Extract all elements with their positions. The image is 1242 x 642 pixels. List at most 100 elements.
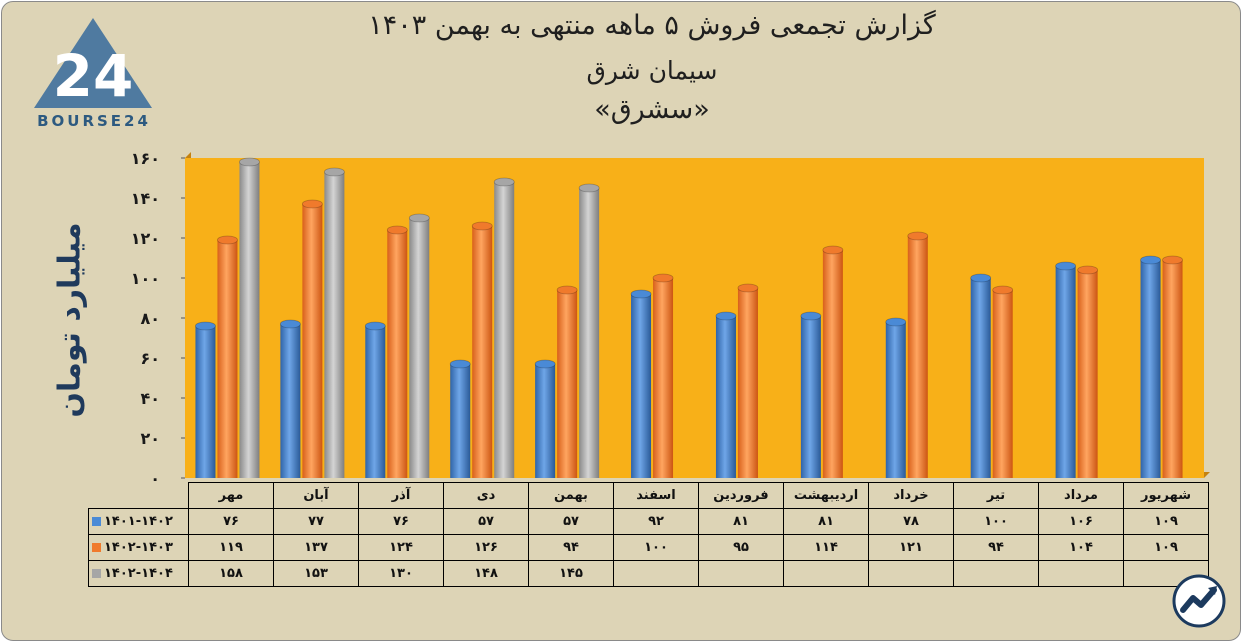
bar-cap	[449, 359, 471, 369]
data-cell: ۱۲۱	[868, 534, 954, 561]
bar	[535, 364, 556, 478]
bar-chart: ۰ ۲۰ ۴۰ ۶۰ ۸۰ ۱۰۰ ۱۲۰ ۱۴۰ ۱۶۰	[131, 149, 1210, 482]
data-cell	[1038, 560, 1124, 587]
data-cell: ۱۱۴	[783, 534, 869, 561]
category-row: مهر آبان آذر دی بهمن اسفند فروردین اردیبهشت خردا…	[88, 482, 1209, 509]
data-cell: ۱۴۸	[443, 560, 529, 587]
data-cell: ۵۷	[528, 508, 614, 535]
category-label: دی	[443, 482, 529, 509]
data-cell: ۷۶	[188, 508, 274, 535]
series-name: ۱۴۰۱-۱۴۰۲	[104, 514, 173, 529]
data-cell: ۱۳۷	[273, 534, 359, 561]
bar	[387, 230, 408, 478]
data-cell: ۸۱	[783, 508, 869, 535]
logo-text: BOURSE24	[37, 112, 151, 130]
category-label: آذر	[358, 482, 444, 509]
bar	[324, 172, 345, 478]
series-label: ۱۴۰۲-۱۴۰۳	[88, 534, 189, 561]
category-label: شهریور	[1123, 482, 1209, 509]
data-cell: ۱۰۶	[1038, 508, 1124, 535]
series-name: ۱۴۰۲-۱۴۰۳	[104, 540, 173, 555]
y-tick-label: ۴۰	[140, 389, 160, 408]
legend-swatch	[92, 569, 101, 578]
y-tick-label: ۶۰	[140, 349, 160, 368]
category-label: اسفند	[613, 482, 699, 509]
bar-cap	[408, 213, 430, 223]
data-cell: ۹۴	[528, 534, 614, 561]
data-cell: ۷۷	[273, 508, 359, 535]
bar	[280, 324, 301, 478]
y-axis-label: میلیارد تومان	[52, 222, 88, 418]
bar	[1162, 260, 1183, 478]
category-label: تیر	[953, 482, 1039, 509]
data-cell	[783, 560, 869, 587]
bar-cap	[534, 359, 556, 369]
y-tick-label: ۸۰	[140, 309, 160, 328]
bar	[885, 322, 906, 478]
svg-text:24: 24	[53, 42, 134, 110]
data-cell: ۱۰۰	[953, 508, 1039, 535]
bar-cap	[364, 321, 386, 331]
bar	[494, 182, 515, 478]
bar	[1055, 266, 1076, 478]
data-table: مهر آبان آذر دی بهمن اسفند فروردین اردیبهشت خردا…	[88, 482, 1209, 587]
bar-cap	[471, 221, 493, 231]
chart-title: گزارش تجمعی فروش ۵ ماهه منتهی به بهمن ۱۴…	[368, 10, 936, 41]
category-label: آبان	[273, 482, 359, 509]
bar	[557, 290, 578, 478]
y-tick-label: ۰	[150, 469, 160, 482]
bar-cap	[279, 319, 301, 329]
bar-cap	[239, 157, 260, 167]
plot-area	[185, 158, 1204, 478]
bar	[800, 316, 821, 478]
bar-cap	[195, 321, 216, 331]
data-cell: ۱۳۰	[358, 560, 444, 587]
ticker-label: «سشرق»	[594, 94, 710, 125]
category-label: بهمن	[528, 482, 614, 509]
bar	[653, 278, 674, 478]
data-cell: ۱۱۹	[188, 534, 274, 561]
series-label: ۱۴۰۱-۱۴۰۲	[88, 508, 189, 535]
trend-badge-icon	[1172, 574, 1226, 628]
data-cell: ۱۰۹	[1123, 534, 1209, 561]
table-corner	[88, 482, 189, 509]
bar-cap	[493, 177, 515, 187]
bar-cap	[1077, 265, 1099, 275]
bar-cap	[737, 283, 759, 293]
data-cell	[868, 560, 954, 587]
category-label: فروردین	[698, 482, 784, 509]
y-tick-label: ۱۲۰	[131, 229, 160, 248]
data-cell: ۱۰۰	[613, 534, 699, 561]
series-name: ۱۴۰۲-۱۴۰۴	[104, 566, 173, 581]
data-cell: ۷۸	[868, 508, 954, 535]
legend-swatch	[92, 517, 101, 526]
bar	[1140, 260, 1161, 478]
bourse24-logo: 24	[30, 16, 156, 134]
bar-cap	[630, 289, 652, 299]
series-label: ۱۴۰۲-۱۴۰۴	[88, 560, 189, 587]
bar-cap	[323, 167, 345, 177]
bar-cap	[800, 311, 822, 321]
data-cell: ۱۰۹	[1123, 508, 1209, 535]
bar	[822, 250, 843, 478]
data-cell: ۱۴۵	[528, 560, 614, 587]
data-cell: ۹۵	[698, 534, 784, 561]
category-label: مرداد	[1038, 482, 1124, 509]
bar	[631, 294, 652, 478]
bar-cap	[885, 317, 907, 327]
bar	[579, 188, 600, 478]
data-cell: ۱۲۴	[358, 534, 444, 561]
bar	[1077, 270, 1098, 478]
data-cell: ۸۱	[698, 508, 784, 535]
bar	[365, 326, 386, 478]
bar	[970, 278, 991, 478]
legend-swatch	[92, 543, 101, 552]
y-tick-label: ۱۶۰	[131, 149, 160, 168]
category-label: مهر	[188, 482, 274, 509]
category-label: اردیبهشت	[783, 482, 869, 509]
data-cell: ۹۴	[953, 534, 1039, 561]
category-label: خرداد	[868, 482, 954, 509]
bar-cap	[1140, 255, 1161, 265]
table-row: ۱۴۰۱-۱۴۰۲ ۷۶ ۷۷ ۷۶ ۵۷ ۵۷ ۹۲ ۸۱ ۸۱ ۷۸ ۱۰۰ ۱۰۶ ۱۰۹	[88, 508, 1209, 535]
bar-cap	[992, 285, 1014, 295]
